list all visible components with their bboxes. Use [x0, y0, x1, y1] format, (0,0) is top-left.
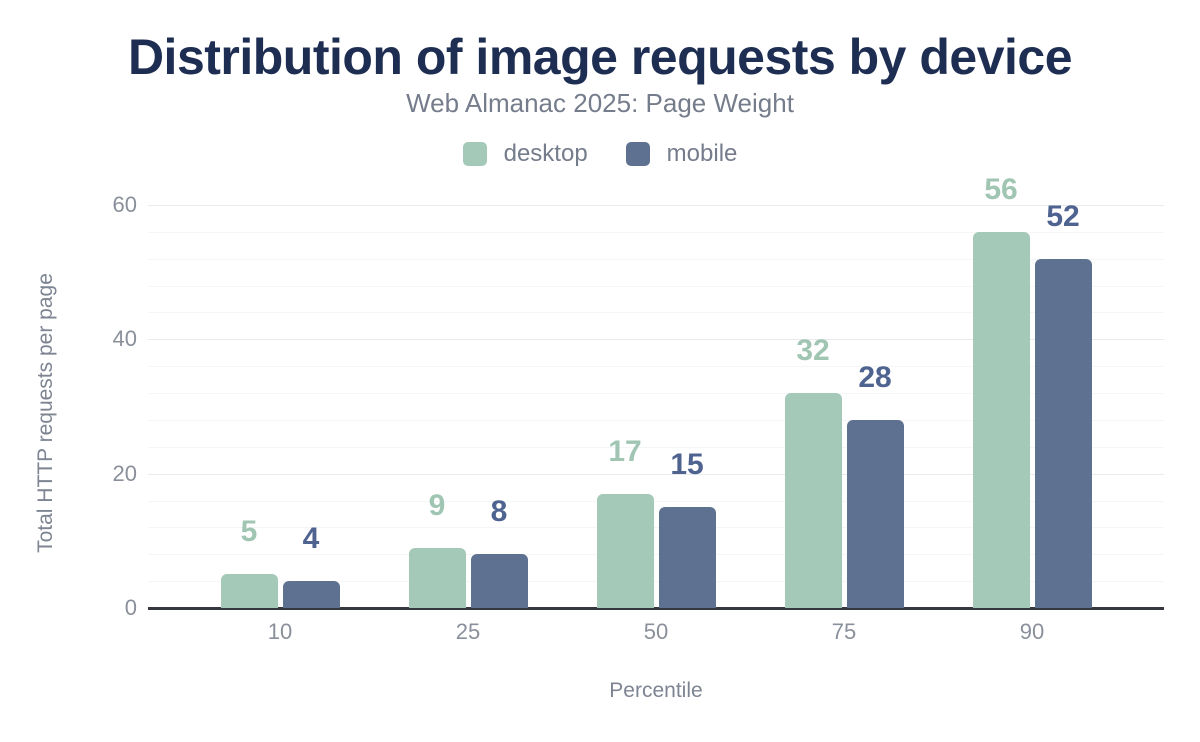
- legend-label-mobile: mobile: [666, 140, 738, 167]
- value-label-desktop-p25: 9: [428, 488, 446, 522]
- y-tick-label-60: 60: [112, 192, 137, 217]
- legend: desktop mobile: [0, 140, 1200, 168]
- gridline-minor: [148, 393, 1164, 395]
- value-label-mobile-p75: 28: [858, 360, 892, 394]
- x-tick-label-10: 10: [267, 619, 293, 644]
- bar-mobile-p75: [846, 419, 904, 608]
- x-tick-label-25: 25: [455, 619, 481, 644]
- bar-mobile-p50: [658, 507, 716, 608]
- gridline-minor: [148, 366, 1164, 368]
- bar-mobile-p10: [282, 581, 340, 608]
- gridline-major: [148, 473, 1164, 475]
- value-label-desktop-p50: 17: [608, 434, 642, 468]
- x-axis-line: [148, 607, 1164, 610]
- bar-desktop-p25: [408, 547, 466, 608]
- gridline-minor: [148, 285, 1164, 287]
- legend-item-mobile: mobile: [625, 140, 738, 168]
- value-label-mobile-p10: 4: [302, 522, 320, 556]
- chart-subtitle: Web Almanac 2025: Page Weight: [406, 88, 794, 118]
- bar-mobile-p90: [1034, 258, 1092, 608]
- value-label-mobile-p90: 52: [1046, 199, 1080, 233]
- x-tick-label-50: 50: [643, 619, 669, 644]
- y-tick-label-40: 40: [112, 326, 137, 352]
- gridline-minor: [148, 527, 1164, 529]
- bar-desktop-p50: [596, 493, 654, 608]
- gridline-minor: [148, 500, 1164, 502]
- value-label-mobile-p25: 8: [490, 495, 508, 529]
- value-label-desktop-p75: 32: [796, 334, 830, 368]
- x-axis-title: Percentile: [609, 679, 703, 702]
- legend-swatch-desktop-icon: [462, 142, 487, 166]
- value-label-desktop-p90: 56: [984, 172, 1018, 206]
- gridline-minor: [148, 581, 1164, 583]
- gridline-minor: [148, 419, 1164, 421]
- chart-title: Distribution of image requests by device: [127, 29, 1073, 85]
- bar-desktop-p90: [972, 231, 1030, 608]
- legend-label-desktop: desktop: [503, 140, 588, 167]
- y-axis-title: Total HTTP requests per page: [34, 273, 57, 553]
- bar-mobile-p25: [470, 554, 528, 608]
- gridline-minor: [148, 312, 1164, 314]
- gridline-major: [148, 205, 1164, 206]
- bar-desktop-p75: [784, 393, 842, 608]
- gridline-major: [148, 339, 1164, 341]
- x-tick-label-90: 90: [1019, 619, 1045, 644]
- legend-item-desktop: desktop: [462, 140, 588, 168]
- value-label-mobile-p50: 15: [670, 448, 704, 482]
- value-label-desktop-p10: 5: [240, 515, 258, 549]
- gridline-minor: [148, 554, 1164, 556]
- legend-swatch-mobile-icon: [625, 142, 650, 166]
- y-tick-label-20: 20: [112, 460, 137, 486]
- y-tick-label-0: 0: [124, 595, 137, 620]
- gridline-minor: [148, 446, 1164, 448]
- x-tick-label-75: 75: [831, 619, 857, 644]
- gridline-minor: [148, 258, 1164, 260]
- bar-desktop-p10: [220, 574, 278, 608]
- gridline-minor: [148, 231, 1164, 233]
